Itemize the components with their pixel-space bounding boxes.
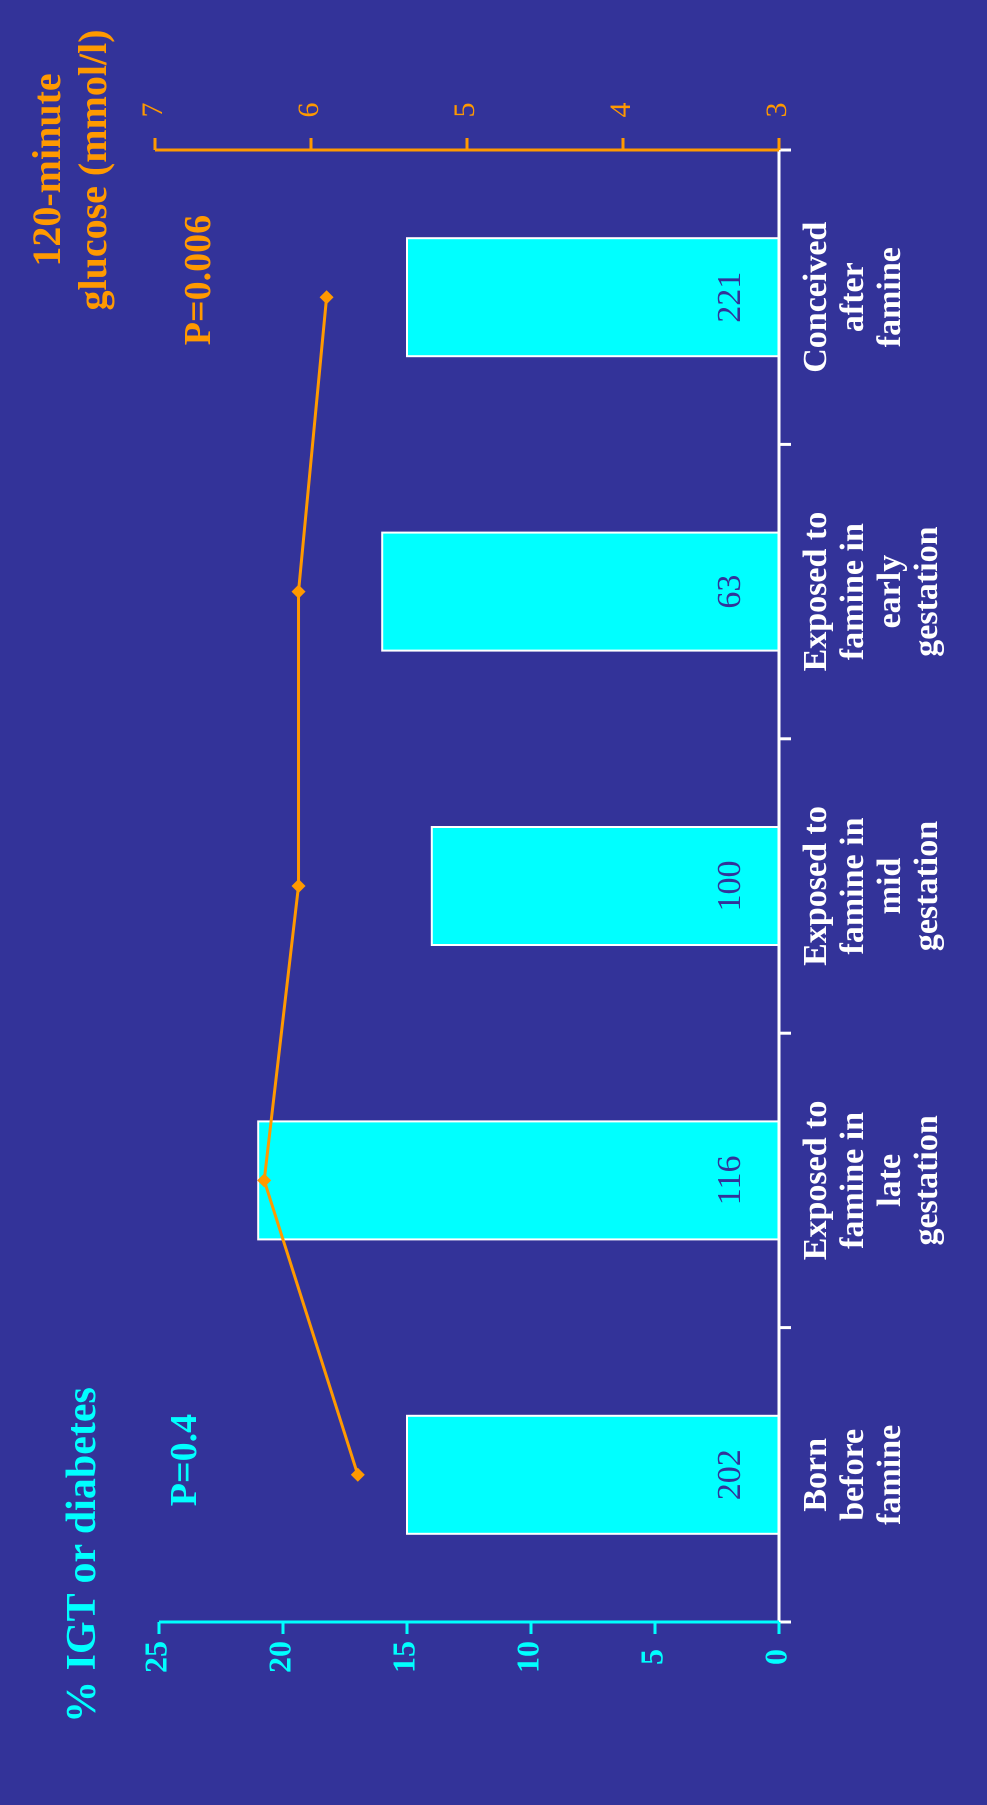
glucose-point-2 bbox=[291, 879, 306, 893]
bar-4 bbox=[406, 237, 780, 358]
category-label-4-line-1: after bbox=[834, 262, 871, 332]
igt-tick-label-5: 25 bbox=[137, 1641, 173, 1673]
bar-count-0: 202 bbox=[711, 1449, 748, 1500]
glucose-point-0 bbox=[350, 1467, 365, 1482]
category-label-4-line-2: famine bbox=[871, 247, 908, 347]
bar-2 bbox=[430, 826, 780, 946]
category-label-2: Exposed tofamine inmidgestation bbox=[797, 806, 945, 966]
glucose-axis-label-line-0: 120-minute bbox=[24, 73, 69, 266]
category-label-3-line-3: gestation bbox=[908, 526, 945, 656]
glucose-axis-label-line-1: glucose (mmol/l) bbox=[70, 29, 115, 310]
glucose-point-4 bbox=[319, 290, 334, 305]
category-label-0-line-2: famine bbox=[871, 1425, 908, 1525]
glucose-tick-label-3: 6 bbox=[292, 103, 325, 118]
bar-0 bbox=[406, 1414, 780, 1535]
category-label-4: Conceivedafterfamine bbox=[797, 222, 908, 373]
category-label-3: Exposed tofamine inearlygestation bbox=[797, 512, 945, 672]
category-label-1-line-2: late bbox=[871, 1154, 908, 1207]
category-label-1: Exposed tofamine inlategestation bbox=[797, 1101, 945, 1261]
category-label-1-line-1: famine in bbox=[834, 1112, 871, 1249]
igt-p-value: P=0.4 bbox=[163, 1414, 205, 1506]
bar-count-2: 100 bbox=[711, 861, 748, 912]
glucose-point-1 bbox=[257, 1173, 272, 1188]
igt-tick-label-2: 10 bbox=[509, 1641, 545, 1673]
category-label-2-line-3: gestation bbox=[908, 821, 945, 951]
category-label-4-line-0: Conceived bbox=[797, 222, 834, 373]
glucose-tick-label-0: 3 bbox=[760, 103, 793, 118]
bar-count-4: 221 bbox=[711, 272, 748, 323]
glucose-tick-label-1: 4 bbox=[604, 103, 637, 118]
glucose-point-3 bbox=[291, 584, 306, 599]
category-label-0-line-1: before bbox=[834, 1429, 871, 1521]
category-label-3-line-2: early bbox=[871, 555, 908, 629]
category-label-3-line-1: famine in bbox=[834, 523, 871, 660]
category-label-0-line-0: Born bbox=[797, 1438, 834, 1512]
bar-3 bbox=[381, 531, 780, 652]
category-label-2-line-0: Exposed to bbox=[797, 806, 834, 966]
igt-tick-label-3: 15 bbox=[385, 1641, 421, 1673]
category-label-1-line-3: gestation bbox=[908, 1115, 945, 1245]
bar-count-1: 116 bbox=[711, 1156, 748, 1206]
igt-tick-label-1: 5 bbox=[633, 1649, 669, 1665]
category-label-2-line-2: mid bbox=[871, 858, 908, 915]
glucose-axis-label: 120-minuteglucose (mmol/l) bbox=[24, 29, 115, 310]
bar-1 bbox=[257, 1120, 780, 1241]
glucose-p-value: P=0.006 bbox=[177, 215, 219, 345]
glucose-series-line bbox=[262, 297, 360, 1476]
category-label-0: Bornbeforefamine bbox=[797, 1425, 908, 1525]
igt-tick-label-0: 0 bbox=[757, 1649, 793, 1665]
igt-tick-label-4: 20 bbox=[261, 1641, 297, 1673]
glucose-tick-label-4: 7 bbox=[136, 103, 169, 118]
glucose-tick-label-2: 5 bbox=[448, 103, 481, 118]
category-label-2-line-1: famine in bbox=[834, 817, 871, 954]
igt-axis-label: % IGT or diabetes bbox=[59, 1387, 105, 1723]
bar-count-3: 63 bbox=[711, 575, 748, 609]
category-label-1-line-0: Exposed to bbox=[797, 1101, 834, 1261]
category-label-3-line-0: Exposed to bbox=[797, 512, 834, 672]
